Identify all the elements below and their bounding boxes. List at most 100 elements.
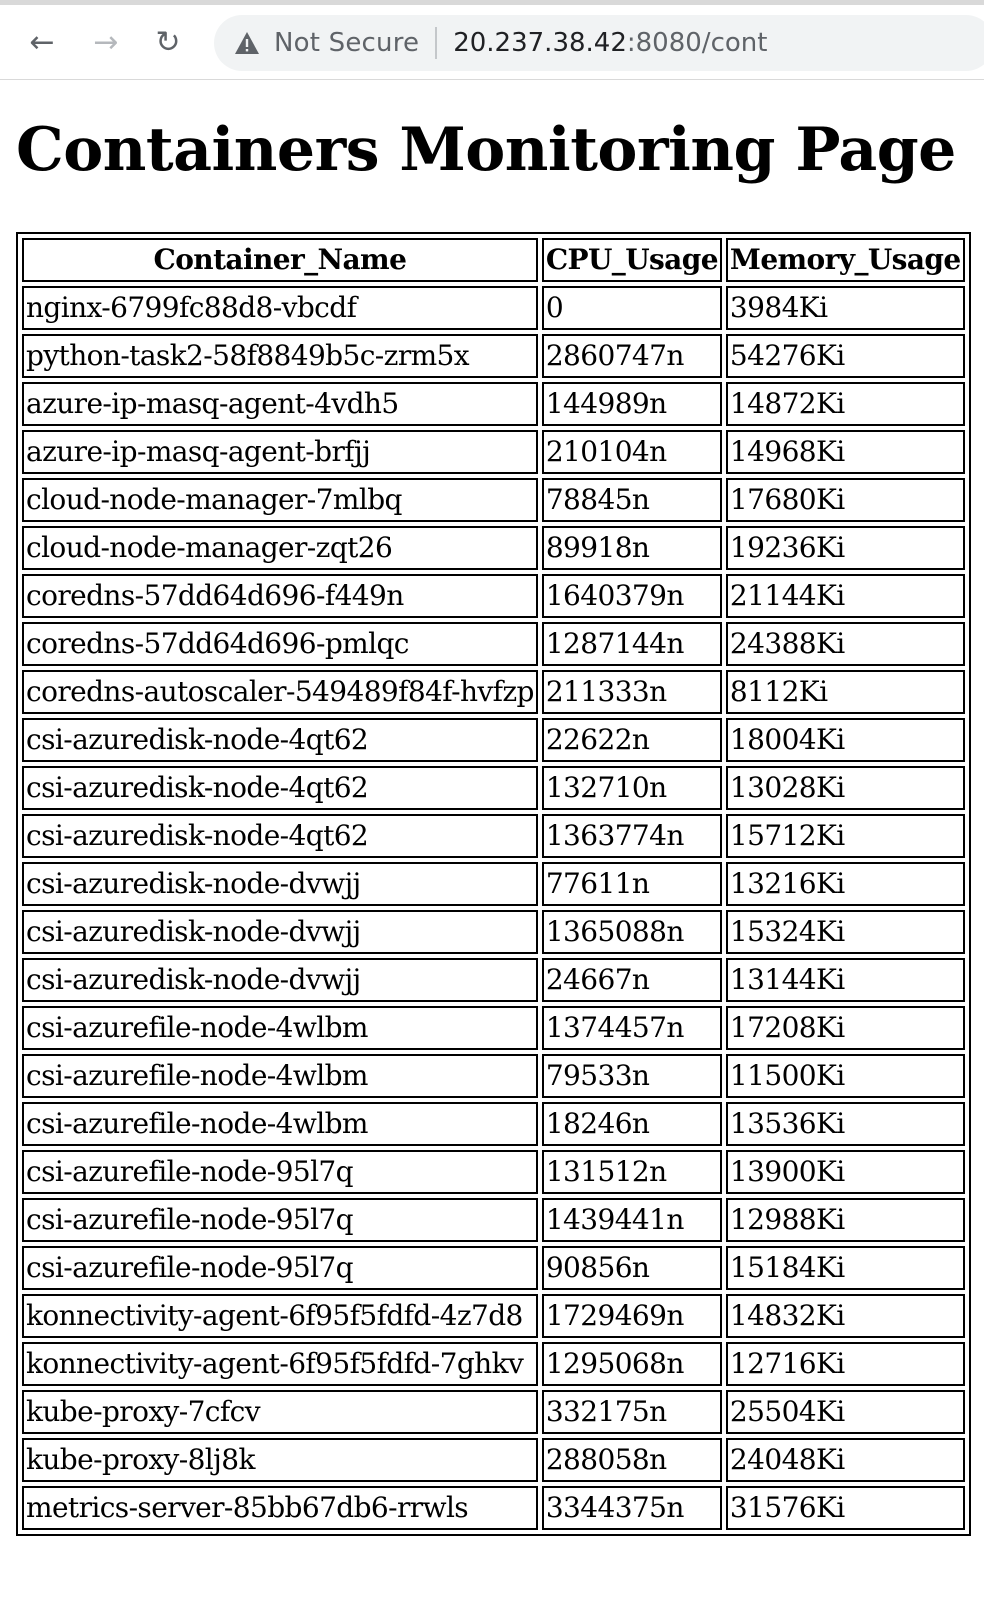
table-row: metrics-server-85bb67db6-rrwls 3344375n 31…	[22, 1486, 965, 1530]
cell-container-name: konnectivity-agent-6f95f5fdfd-7ghkv	[22, 1342, 538, 1386]
cell-cpu-usage: 78845n	[541, 478, 722, 522]
cell-cpu-usage: 89918n	[541, 526, 722, 570]
cell-memory-usage: 17680Ki	[725, 478, 965, 522]
cell-memory-usage: 12716Ki	[725, 1342, 965, 1386]
cell-cpu-usage: 24667n	[541, 958, 722, 1002]
address-divider	[435, 27, 438, 59]
cell-container-name: csi-azurefile-node-4wlbm	[22, 1054, 538, 1098]
cell-container-name: csi-azuredisk-node-dvwjj	[22, 910, 538, 954]
cell-container-name: csi-azurefile-node-4wlbm	[22, 1102, 538, 1146]
cell-memory-usage: 19236Ki	[725, 526, 965, 570]
cell-cpu-usage: 77611n	[541, 862, 722, 906]
url-host[interactable]: 20.237.38.42	[453, 28, 627, 58]
cell-memory-usage: 54276Ki	[725, 334, 965, 378]
table-row: azure-ip-masq-agent-4vdh5 144989n 14872Ki	[22, 382, 965, 426]
cell-cpu-usage: 144989n	[541, 382, 722, 426]
cell-memory-usage: 14872Ki	[725, 382, 965, 426]
table-row: csi-azurefile-node-4wlbm 1374457n 17208Ki	[22, 1006, 965, 1050]
table-body: nginx-6799fc88d8-vbcdf 0 3984Ki python-task…	[22, 286, 965, 1530]
cell-cpu-usage: 1439441n	[541, 1198, 722, 1242]
table-row: csi-azurefile-node-4wlbm 18246n 13536Ki	[22, 1102, 965, 1146]
header-memory-usage: Memory_Usage	[725, 238, 965, 282]
cell-container-name: csi-azuredisk-node-4qt62	[22, 814, 538, 858]
security-label[interactable]: Not Secure	[274, 28, 420, 58]
page-title: Containers Monitoring Page	[16, 115, 956, 185]
table-row: csi-azuredisk-node-dvwjj 24667n 13144Ki	[22, 958, 965, 1002]
cell-memory-usage: 15712Ki	[725, 814, 965, 858]
cell-container-name: nginx-6799fc88d8-vbcdf	[22, 286, 538, 330]
cell-memory-usage: 13216Ki	[725, 862, 965, 906]
cell-container-name: coredns-57dd64d696-f449n	[22, 574, 538, 618]
table-row: csi-azurefile-node-95l7q 131512n 13900Ki	[22, 1150, 965, 1194]
cell-cpu-usage: 1363774n	[541, 814, 722, 858]
cell-memory-usage: 17208Ki	[725, 1006, 965, 1050]
cell-container-name: kube-proxy-8lj8k	[22, 1438, 538, 1482]
table-row: konnectivity-agent-6f95f5fdfd-7ghkv 12950…	[22, 1342, 965, 1386]
warning-triangle-icon[interactable]	[234, 30, 260, 56]
table-header-row: Container_Name CPU_Usage Memory_Usage	[22, 238, 965, 282]
cell-memory-usage: 24048Ki	[725, 1438, 965, 1482]
cell-memory-usage: 15184Ki	[725, 1246, 965, 1290]
cell-memory-usage: 31576Ki	[725, 1486, 965, 1530]
cell-container-name: cloud-node-manager-7mlbq	[22, 478, 538, 522]
cell-memory-usage: 13028Ki	[725, 766, 965, 810]
cell-cpu-usage: 18246n	[541, 1102, 722, 1146]
cell-memory-usage: 15324Ki	[725, 910, 965, 954]
cell-cpu-usage: 131512n	[541, 1150, 722, 1194]
header-container-name: Container_Name	[22, 238, 538, 282]
table-row: csi-azuredisk-node-dvwjj 77611n 13216Ki	[22, 862, 965, 906]
browser-toolbar: ← → ↻ Not Secure 20.237.38.42:8080/cont	[0, 0, 984, 80]
cell-cpu-usage: 1729469n	[541, 1294, 722, 1338]
table-row: coredns-autoscaler-549489f84f-hvfzp 21133…	[22, 670, 965, 714]
table-row: azure-ip-masq-agent-brfjj 210104n 14968Ki	[22, 430, 965, 474]
cell-container-name: coredns-57dd64d696-pmlqc	[22, 622, 538, 666]
cell-cpu-usage: 1374457n	[541, 1006, 722, 1050]
table-row: nginx-6799fc88d8-vbcdf 0 3984Ki	[22, 286, 965, 330]
cell-memory-usage: 24388Ki	[725, 622, 965, 666]
cell-memory-usage: 14832Ki	[725, 1294, 965, 1338]
table-row: konnectivity-agent-6f95f5fdfd-4z7d8 17294…	[22, 1294, 965, 1338]
arrow-left-icon[interactable]: ←	[29, 25, 55, 60]
table-row: csi-azuredisk-node-4qt62 132710n 13028Ki	[22, 766, 965, 810]
cell-memory-usage: 13900Ki	[725, 1150, 965, 1194]
table-row: python-task2-58f8849b5c-zrm5x 2860747n 542…	[22, 334, 965, 378]
cell-cpu-usage: 210104n	[541, 430, 722, 474]
cell-memory-usage: 14968Ki	[725, 430, 965, 474]
cell-memory-usage: 8112Ki	[725, 670, 965, 714]
reload-icon[interactable]: ↻	[155, 25, 181, 60]
cell-container-name: python-task2-58f8849b5c-zrm5x	[22, 334, 538, 378]
cell-container-name: csi-azuredisk-node-4qt62	[22, 718, 538, 762]
table-row: coredns-57dd64d696-pmlqc 1287144n 24388Ki	[22, 622, 965, 666]
cell-cpu-usage: 3344375n	[541, 1486, 722, 1530]
cell-container-name: kube-proxy-7cfcv	[22, 1390, 538, 1434]
header-cpu-usage: CPU_Usage	[541, 238, 722, 282]
cell-cpu-usage: 132710n	[541, 766, 722, 810]
cell-cpu-usage: 1287144n	[541, 622, 722, 666]
cell-container-name: metrics-server-85bb67db6-rrwls	[22, 1486, 538, 1530]
table-row: csi-azuredisk-node-dvwjj 1365088n 15324Ki	[22, 910, 965, 954]
cell-cpu-usage: 22622n	[541, 718, 722, 762]
cell-memory-usage: 11500Ki	[725, 1054, 965, 1098]
cell-memory-usage: 13536Ki	[725, 1102, 965, 1146]
table-row: coredns-57dd64d696-f449n 1640379n 21144Ki	[22, 574, 965, 618]
address-bar[interactable]: Not Secure 20.237.38.42:8080/cont	[214, 15, 984, 71]
table-row: csi-azurefile-node-95l7q 1439441n 12988Ki	[22, 1198, 965, 1242]
cell-cpu-usage: 79533n	[541, 1054, 722, 1098]
table-row: csi-azuredisk-node-4qt62 22622n 18004Ki	[22, 718, 965, 762]
table-row: csi-azurefile-node-95l7q 90856n 15184Ki	[22, 1246, 965, 1290]
arrow-right-icon[interactable]: →	[93, 25, 119, 60]
cell-container-name: konnectivity-agent-6f95f5fdfd-4z7d8	[22, 1294, 538, 1338]
cell-container-name: cloud-node-manager-zqt26	[22, 526, 538, 570]
cell-container-name: csi-azurefile-node-95l7q	[22, 1150, 538, 1194]
table-row: csi-azurefile-node-4wlbm 79533n 11500Ki	[22, 1054, 965, 1098]
url-path[interactable]: :8080/cont	[626, 28, 768, 58]
cell-container-name: azure-ip-masq-agent-brfjj	[22, 430, 538, 474]
table-row: cloud-node-manager-zqt26 89918n 19236Ki	[22, 526, 965, 570]
cell-memory-usage: 21144Ki	[725, 574, 965, 618]
cell-memory-usage: 18004Ki	[725, 718, 965, 762]
cell-cpu-usage: 211333n	[541, 670, 722, 714]
cell-container-name: csi-azuredisk-node-dvwjj	[22, 958, 538, 1002]
cell-cpu-usage: 1640379n	[541, 574, 722, 618]
cell-cpu-usage: 288058n	[541, 1438, 722, 1482]
cell-memory-usage: 13144Ki	[725, 958, 965, 1002]
